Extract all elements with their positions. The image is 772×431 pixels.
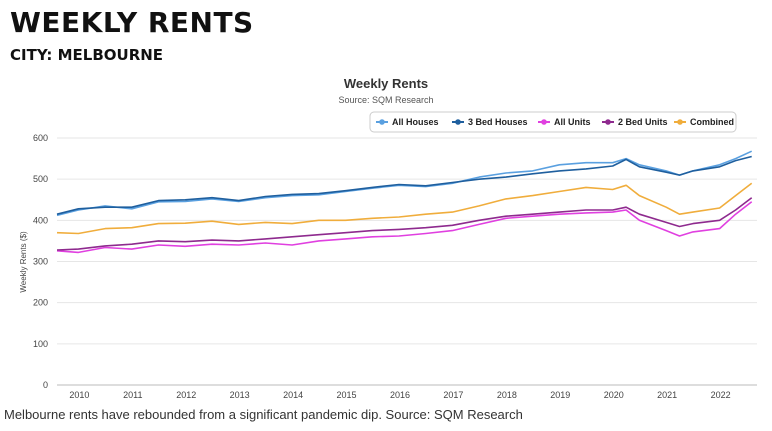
weekly-rents-chart: Weekly Rents Source: SQM Research All Ho… <box>19 76 757 400</box>
legend-marker-2-bed-units <box>605 119 611 125</box>
x-tick-label: 2010 <box>69 390 89 400</box>
x-tick-label: 2011 <box>123 390 142 400</box>
y-axis-ticks: 0 100 200 300 400 500 600 <box>33 133 48 390</box>
y-tick-label: 200 <box>33 298 48 308</box>
y-tick-label: 400 <box>33 215 48 225</box>
y-tick-label: 300 <box>33 257 48 267</box>
x-tick-label: 2022 <box>711 390 731 400</box>
chart-legend: All Houses 3 Bed Houses All Units 2 Bed Uni… <box>369 111 737 133</box>
y-tick-label: 600 <box>33 133 48 143</box>
series-line-3-bed-houses <box>56 155 752 215</box>
legend-box <box>369 111 737 133</box>
x-axis-ticks: 2010 2011 2012 2013 2014 2015 2016 2017 2018 2019… <box>69 390 730 400</box>
series-line-combined <box>56 182 753 235</box>
legend-item-all-units[interactable]: All Units <box>554 117 591 127</box>
city-subtitle: CITY: MELBOURNE <box>10 46 164 64</box>
chart-grid <box>57 137 757 386</box>
legend-marker-3-bed-houses <box>455 119 461 125</box>
series-line-all-units <box>56 201 753 254</box>
x-tick-label: 2013 <box>230 390 250 400</box>
x-tick-label: 2018 <box>497 390 517 400</box>
x-tick-label: 2012 <box>176 390 196 400</box>
series-line-all-houses <box>56 150 753 217</box>
x-tick-label: 2019 <box>550 390 570 400</box>
image-caption: Melbourne rents have rebounded from a si… <box>4 407 523 422</box>
series-line-2-bed-units <box>56 197 753 251</box>
chart-series-lines <box>56 150 753 254</box>
page-title: WEEKLY RENTS <box>10 6 254 39</box>
legend-item-combined[interactable]: Combined <box>690 117 734 127</box>
chart-subtitle: Source: SQM Research <box>338 95 433 105</box>
y-tick-label: 0 <box>43 380 48 390</box>
x-tick-label: 2017 <box>443 390 463 400</box>
x-tick-label: 2020 <box>604 390 624 400</box>
legend-item-2-bed-units[interactable]: 2 Bed Units <box>618 117 668 127</box>
x-tick-label: 2015 <box>337 390 357 400</box>
y-axis-label: Weekly Rents ($) <box>19 231 28 293</box>
legend-item-all-houses[interactable]: All Houses <box>392 117 439 127</box>
chart-title: Weekly Rents <box>344 76 428 91</box>
legend-item-3-bed-houses[interactable]: 3 Bed Houses <box>468 117 528 127</box>
x-tick-label: 2021 <box>657 390 677 400</box>
x-tick-label: 2016 <box>390 390 410 400</box>
legend-marker-combined <box>677 119 683 125</box>
legend-marker-all-houses <box>379 119 385 125</box>
y-tick-label: 100 <box>33 339 48 349</box>
y-tick-label: 500 <box>33 174 48 184</box>
x-tick-label: 2014 <box>283 390 303 400</box>
legend-marker-all-units <box>541 119 547 125</box>
